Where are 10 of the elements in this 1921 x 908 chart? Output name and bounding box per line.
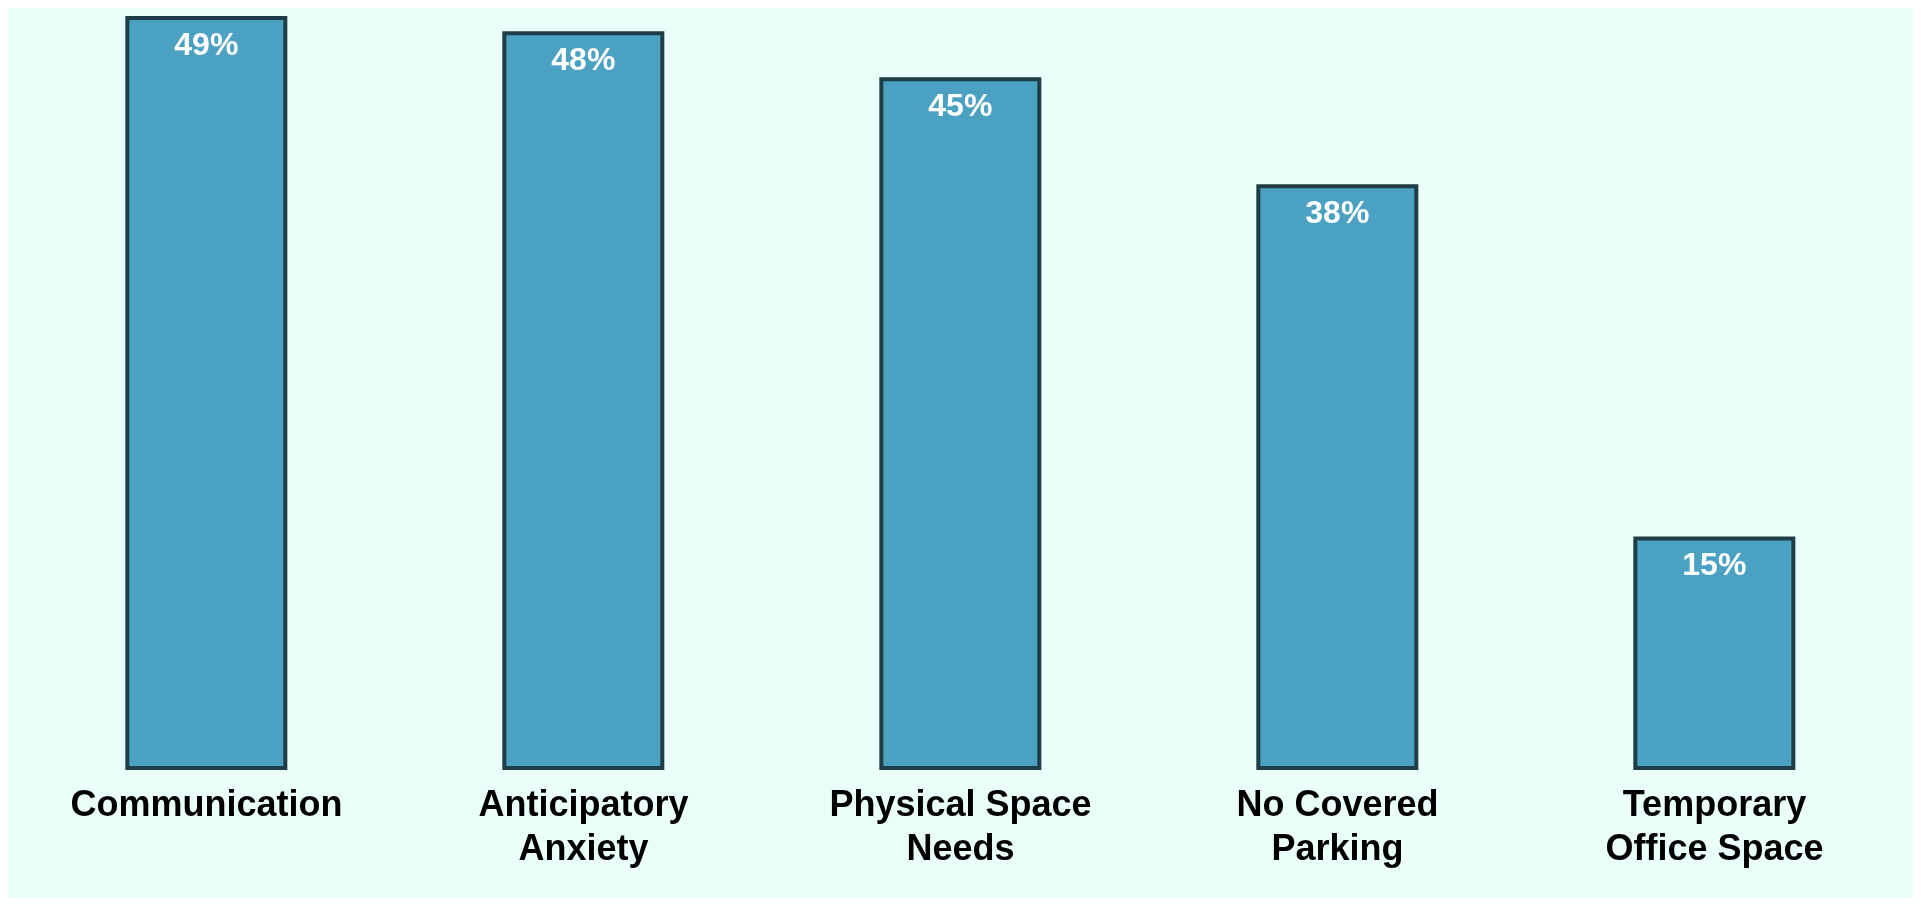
data-label: 15% — [1682, 546, 1747, 583]
x-tick-label: Anticipatory Anxiety — [478, 783, 689, 868]
data-label: 49% — [174, 25, 239, 62]
x-tick-label: Physical Space Needs — [829, 783, 1092, 868]
x-tick-label: Temporary Office Space — [1605, 783, 1824, 868]
x-tick-label: Communication — [70, 783, 343, 824]
data-label: 38% — [1305, 194, 1370, 231]
x-tick-label: No Covered Parking — [1236, 783, 1439, 868]
data-label: 48% — [551, 41, 616, 78]
data-label: 45% — [928, 86, 993, 123]
